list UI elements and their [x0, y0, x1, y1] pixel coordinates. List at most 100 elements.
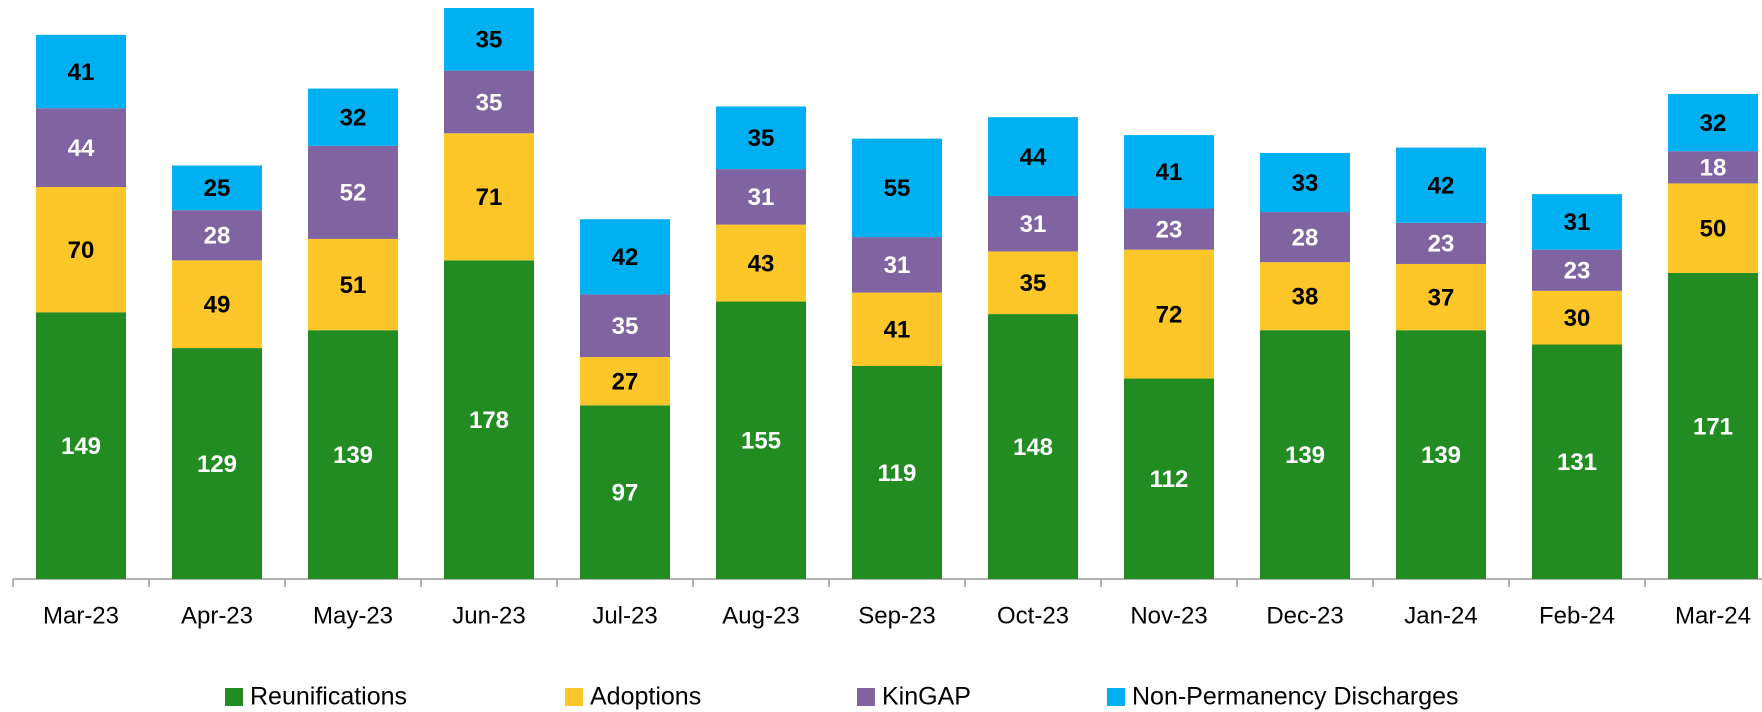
bar-segment [1396, 222, 1486, 264]
bar-segment [852, 365, 942, 579]
bar-segment [172, 210, 262, 261]
bar-segment [1668, 151, 1758, 184]
data-label: 41 [1156, 159, 1183, 186]
bar-segment [716, 169, 806, 225]
data-label: 30 [1564, 305, 1591, 332]
legend-label: Reunifications [250, 683, 407, 711]
legend-swatch [225, 688, 243, 706]
x-tick-label: Apr-23 [181, 602, 253, 629]
data-label: 119 [878, 460, 917, 487]
bar-segment [1532, 344, 1622, 579]
data-label: 139 [1421, 442, 1461, 469]
x-tick-label: Mar-23 [43, 602, 119, 629]
data-label: 131 [1557, 449, 1597, 476]
bar-segment [308, 145, 398, 239]
bar-segment [580, 405, 670, 579]
data-label: 32 [1700, 110, 1727, 137]
bar-segment [1396, 147, 1486, 223]
bar-segment [1532, 194, 1622, 250]
data-label: 31 [884, 252, 911, 279]
data-label: 28 [204, 223, 231, 250]
data-label: 44 [1020, 144, 1047, 171]
x-tick-label: May-23 [313, 602, 393, 629]
x-tick-label: Nov-23 [1130, 602, 1207, 629]
bar-segment [580, 294, 670, 358]
legend-swatch [1107, 688, 1125, 706]
data-label: 35 [1020, 270, 1047, 297]
data-label: 97 [612, 480, 639, 507]
bar-segment [1260, 330, 1350, 579]
bar-segment [172, 260, 262, 349]
bar-segment [1260, 262, 1350, 331]
data-label: 55 [884, 175, 911, 202]
data-label: 50 [1700, 216, 1727, 243]
bar-segment [1532, 249, 1622, 291]
bar-segment [444, 8, 534, 71]
data-label: 23 [1156, 216, 1183, 243]
data-label: 72 [1156, 301, 1183, 328]
bar-segment [308, 238, 398, 331]
bar-segment [36, 312, 126, 579]
bar-segment [444, 260, 534, 579]
bar-segment [1396, 263, 1486, 331]
data-label: 70 [68, 237, 95, 264]
legend-swatch [857, 688, 875, 706]
bar-segment [1260, 152, 1350, 213]
x-tick-label: Jan-24 [1404, 602, 1477, 629]
bar-segment [36, 186, 126, 313]
data-label: 42 [1428, 173, 1455, 200]
bar-segment [716, 106, 806, 170]
bar-segment [1124, 208, 1214, 250]
bar-segment [716, 224, 806, 302]
bar-segment [1668, 93, 1758, 152]
data-label: 23 [1564, 258, 1591, 285]
bar-segment [1668, 272, 1758, 579]
data-label: 38 [1292, 284, 1319, 311]
bar-segment [1532, 290, 1622, 345]
x-tick-label: Oct-23 [997, 602, 1069, 629]
data-label: 42 [612, 244, 639, 271]
bar-segment [444, 70, 534, 134]
bar-segment [1668, 183, 1758, 273]
data-label: 35 [476, 89, 503, 116]
bar-segment [852, 292, 942, 366]
data-label: 18 [1700, 155, 1727, 182]
data-label: 51 [340, 272, 367, 299]
data-label: 148 [1013, 434, 1053, 461]
bar-segment [444, 133, 534, 261]
data-label: 44 [68, 135, 95, 162]
bar-segment [988, 117, 1078, 196]
x-tick-label: Jun-23 [452, 602, 525, 629]
data-label: 35 [476, 27, 503, 54]
data-label: 31 [1564, 209, 1591, 236]
bar-segment [852, 237, 942, 293]
data-label: 49 [204, 292, 231, 319]
data-label: 71 [476, 184, 503, 211]
bar-segment [716, 301, 806, 579]
bar-segment [1124, 135, 1214, 209]
data-label: 41 [68, 59, 95, 86]
data-label: 52 [340, 180, 367, 207]
data-label: 32 [340, 105, 367, 132]
data-label: 139 [333, 442, 373, 469]
bar-segment [172, 165, 262, 211]
data-label: 31 [1020, 211, 1047, 238]
x-tick-label: Aug-23 [722, 602, 799, 629]
data-label: 23 [1428, 231, 1455, 258]
x-tick-label: Mar-24 [1675, 602, 1751, 629]
bar-segment [852, 138, 942, 238]
bar-segment [988, 251, 1078, 315]
data-label: 27 [612, 369, 639, 396]
data-label: 43 [748, 250, 775, 277]
legend-label: KinGAP [882, 683, 971, 711]
x-tick-label: Jul-23 [592, 602, 657, 629]
data-label: 112 [1150, 466, 1189, 493]
bar-segment [1124, 378, 1214, 579]
bar-segment [580, 357, 670, 406]
data-label: 25 [204, 175, 231, 202]
x-tick-label: Dec-23 [1266, 602, 1343, 629]
bar-segment [988, 195, 1078, 252]
bar-segment [36, 34, 126, 109]
